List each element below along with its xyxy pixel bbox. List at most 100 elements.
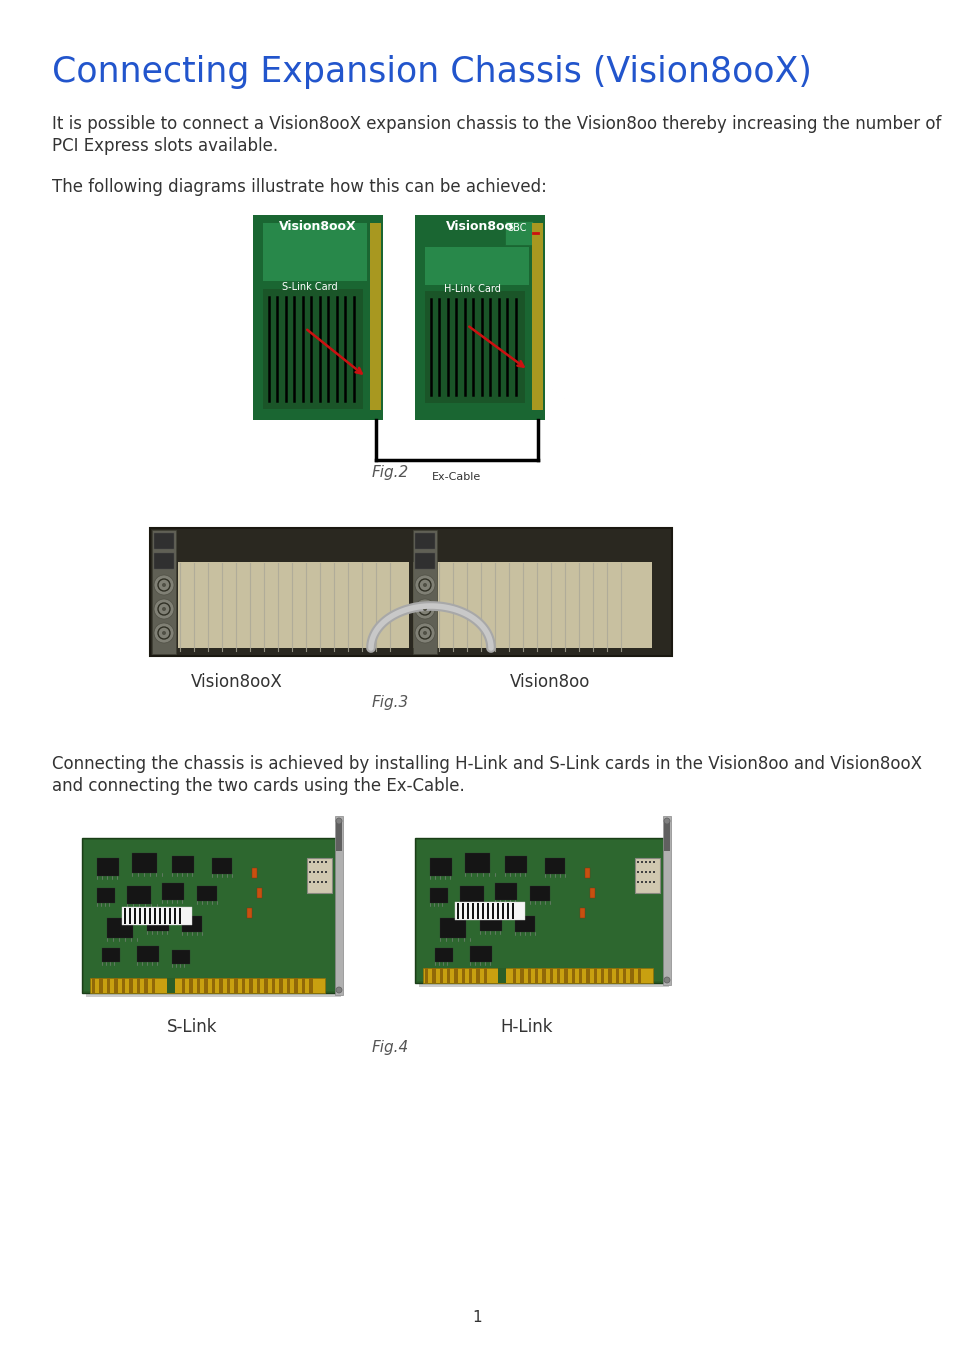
Bar — [415, 554, 435, 568]
Bar — [662, 815, 670, 986]
Bar — [153, 909, 156, 923]
Bar — [137, 946, 159, 963]
Bar — [589, 888, 595, 898]
Bar — [579, 909, 584, 918]
Bar — [586, 968, 589, 983]
Bar — [495, 883, 517, 900]
Bar — [615, 968, 618, 983]
Bar — [506, 903, 509, 919]
Bar — [571, 968, 575, 983]
Bar — [455, 902, 524, 919]
Bar — [557, 968, 559, 983]
Text: PCI Express slots available.: PCI Express slots available. — [52, 136, 278, 155]
Bar — [416, 840, 662, 981]
Bar — [413, 531, 669, 562]
Bar — [196, 886, 216, 900]
Text: Connecting the chassis is achieved by installing H-Link and S-Link cards in the : Connecting the chassis is achieved by in… — [52, 755, 921, 774]
Bar — [107, 977, 111, 994]
Text: Vision8ooX: Vision8ooX — [279, 220, 356, 234]
Bar — [264, 977, 268, 994]
Bar — [129, 909, 131, 923]
Bar — [234, 977, 237, 994]
Text: S-Link: S-Link — [167, 1018, 217, 1035]
Bar — [263, 289, 363, 409]
Bar — [504, 856, 526, 873]
Bar — [454, 968, 457, 983]
Text: Vision8oo: Vision8oo — [446, 220, 514, 234]
Bar — [535, 968, 537, 983]
Bar — [250, 977, 253, 994]
Bar — [256, 888, 262, 898]
Bar — [439, 918, 465, 938]
Bar — [422, 968, 652, 983]
Bar — [464, 853, 490, 873]
Bar — [144, 909, 146, 923]
Circle shape — [153, 575, 173, 595]
Bar — [159, 909, 161, 923]
Bar — [472, 903, 474, 919]
Bar — [578, 968, 581, 983]
Text: It is possible to connect a Vision8ooX expansion chassis to the Vision8oo thereb: It is possible to connect a Vision8ooX e… — [52, 115, 941, 134]
Bar — [147, 913, 169, 931]
Bar — [640, 882, 642, 883]
Circle shape — [153, 599, 173, 620]
Bar — [532, 223, 542, 410]
Bar — [637, 861, 639, 863]
Bar — [256, 977, 260, 994]
Bar — [608, 968, 611, 983]
Bar — [219, 977, 223, 994]
Bar — [544, 859, 564, 873]
Bar — [335, 821, 341, 850]
Bar — [90, 977, 325, 994]
Bar — [242, 977, 245, 994]
Bar — [137, 977, 140, 994]
Bar — [178, 562, 409, 648]
Bar — [652, 861, 655, 863]
Bar — [152, 977, 155, 994]
Bar — [644, 871, 646, 873]
Bar — [663, 821, 669, 850]
Bar — [320, 871, 323, 873]
Bar — [287, 977, 290, 994]
Bar — [564, 968, 567, 983]
Bar — [99, 977, 103, 994]
Bar — [644, 882, 646, 883]
Bar — [102, 948, 120, 963]
Bar — [479, 913, 501, 931]
Bar — [190, 977, 193, 994]
Bar — [182, 977, 185, 994]
Bar — [130, 977, 132, 994]
Bar — [530, 886, 550, 900]
Text: Fig.3: Fig.3 — [371, 695, 408, 710]
Bar — [316, 871, 318, 873]
Bar — [169, 909, 171, 923]
Bar — [173, 909, 175, 923]
Bar — [504, 221, 533, 244]
Text: Vision8oo: Vision8oo — [509, 674, 590, 691]
Bar — [413, 531, 436, 653]
Circle shape — [422, 630, 427, 634]
Bar — [152, 531, 175, 653]
Bar — [652, 882, 655, 883]
Bar — [139, 909, 141, 923]
Bar — [461, 903, 463, 919]
Circle shape — [415, 575, 435, 595]
Bar — [424, 292, 524, 404]
Circle shape — [162, 630, 166, 634]
Bar — [644, 861, 646, 863]
Bar — [325, 861, 327, 863]
Bar — [144, 977, 148, 994]
Circle shape — [422, 608, 427, 612]
Bar — [492, 903, 494, 919]
Bar — [212, 977, 215, 994]
Bar — [459, 886, 483, 904]
Bar — [469, 968, 472, 983]
Bar — [97, 888, 115, 903]
Bar — [435, 948, 453, 963]
Bar — [418, 842, 668, 987]
Bar — [648, 882, 650, 883]
Text: Vision8ooX: Vision8ooX — [191, 674, 283, 691]
Bar — [320, 861, 323, 863]
Bar — [467, 903, 469, 919]
Bar — [483, 968, 487, 983]
